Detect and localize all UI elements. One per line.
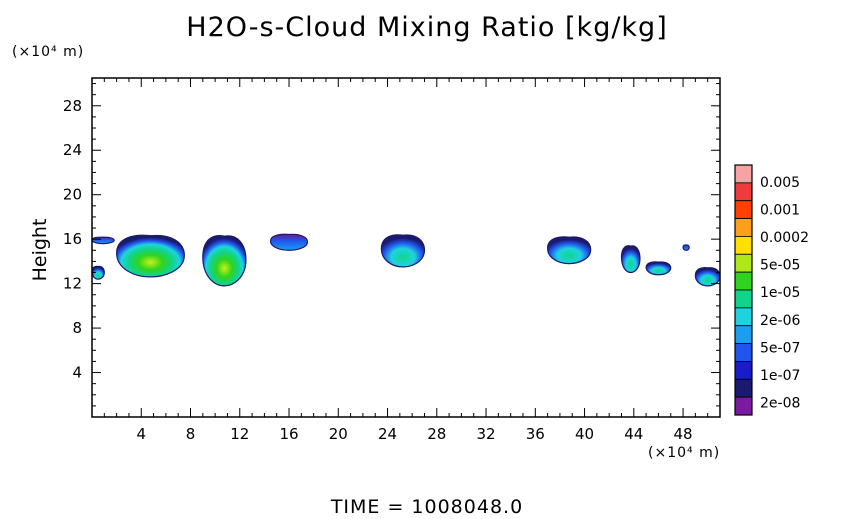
colorbar-segment (734, 218, 753, 237)
cloud-region (682, 244, 690, 251)
y-tick-label: 16 (63, 230, 82, 248)
x-tick-label: 16 (279, 425, 298, 443)
cloud-blob (380, 234, 426, 268)
colorbar-label: 1e-05 (760, 285, 800, 301)
x-tick-label: 32 (476, 425, 495, 443)
colorbar-segment (734, 343, 753, 362)
cloud-blob (645, 261, 672, 276)
cloud-region (694, 267, 721, 287)
chart-title: H2O-s-Cloud Mixing Ratio [kg/kg] (186, 12, 668, 43)
x-axis-unit-label: (×10⁴ m) (648, 445, 721, 461)
colorbar-label: 2e-08 (760, 396, 800, 412)
y-tick-label: 4 (72, 364, 82, 382)
y-tick-label: 8 (72, 319, 82, 337)
cloud-region (380, 234, 426, 268)
colorbar-label: 1e-07 (760, 368, 800, 384)
x-tick-label: 40 (575, 425, 594, 443)
cloud-blob (694, 267, 721, 287)
y-axis-label: Height (29, 218, 51, 282)
cloud-region (620, 245, 641, 274)
colorbar-label: 0.0002 (760, 230, 809, 246)
colorbar-segment (734, 289, 753, 309)
colorbar-label: 5e-07 (760, 340, 800, 356)
cloud-blob (91, 265, 105, 280)
y-tick-label: 24 (63, 141, 82, 159)
x-tick-label: 24 (378, 425, 397, 443)
y-tick-label: 20 (63, 186, 82, 204)
x-tick-label: 20 (329, 425, 348, 443)
x-tick-label: 48 (674, 425, 693, 443)
cloud-blob (682, 244, 690, 251)
cloud-blob (202, 235, 247, 287)
colorbar-label: 2e-06 (760, 313, 800, 329)
cloud-region (91, 236, 115, 245)
cloud-region (547, 236, 592, 265)
time-label: TIME = 1008048.0 (330, 496, 524, 518)
x-tick-label: 4 (136, 425, 146, 443)
colorbar-label: 0.001 (760, 202, 800, 218)
y-tick-label: 12 (63, 275, 82, 293)
colorbar-segment (734, 164, 753, 184)
y-axis-unit-label: (×10⁴ m) (12, 44, 85, 60)
colorbar-segment (734, 361, 753, 380)
cloud-blob (269, 233, 309, 251)
y-tick-label: 28 (63, 97, 82, 115)
x-tick-label: 12 (230, 425, 249, 443)
x-tick-label: 44 (624, 425, 643, 443)
cloud-blob (547, 236, 592, 265)
x-tick-label: 36 (526, 425, 545, 443)
cloud-region (645, 261, 672, 276)
colorbar-label: 0.005 (760, 175, 800, 191)
colorbar-segment (734, 236, 753, 255)
colorbar-segment (734, 200, 753, 219)
cloud-region (91, 265, 105, 280)
colorbar-frame (734, 164, 753, 416)
colorbar-segment (734, 253, 753, 273)
plot-frame (91, 77, 721, 418)
cloud-blob (620, 245, 641, 274)
cloud-blob (91, 236, 115, 245)
colorbar-segment (734, 182, 753, 202)
colorbar-segment (734, 325, 753, 344)
colorbar-segment (734, 378, 753, 398)
colorbar-segment (734, 271, 753, 291)
cloud-region (269, 233, 309, 251)
cloud-blob (116, 234, 185, 278)
cloud-region (116, 234, 185, 278)
x-tick-label: 8 (186, 425, 196, 443)
x-tick-label: 28 (427, 425, 446, 443)
cloud-region (202, 235, 247, 287)
colorbar-segment (734, 396, 753, 416)
colorbar-segment (734, 307, 753, 327)
colorbar-label: 5e-05 (760, 258, 800, 274)
